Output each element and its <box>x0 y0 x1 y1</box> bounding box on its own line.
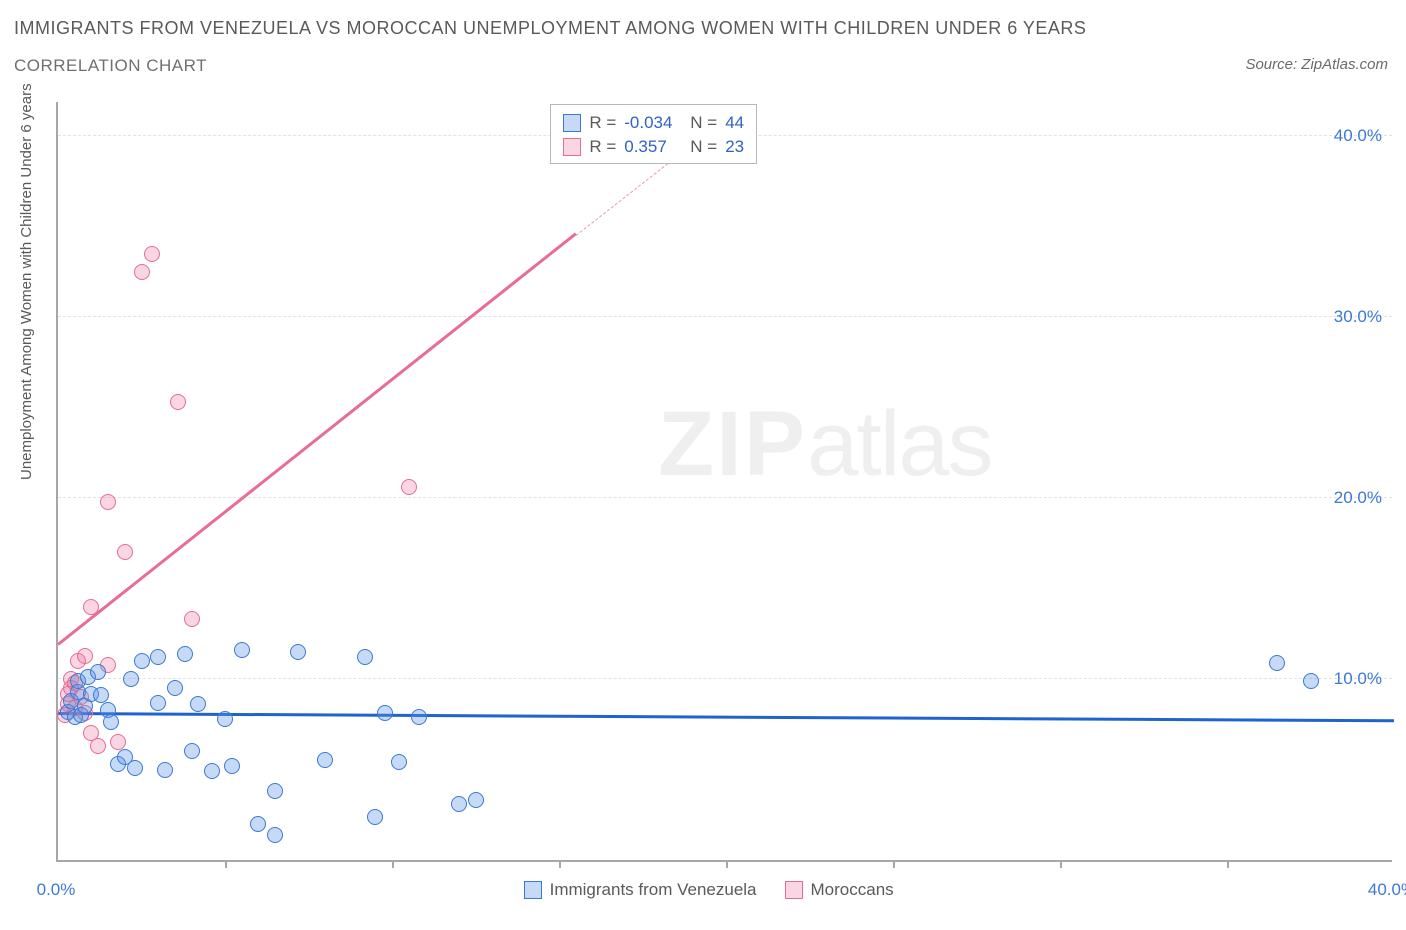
data-point <box>1303 673 1319 689</box>
data-point <box>90 664 106 680</box>
data-point <box>224 758 240 774</box>
trend-line <box>57 233 577 646</box>
data-point <box>123 671 139 687</box>
y-tick-label: 40.0% <box>1334 126 1382 146</box>
legend-row: R = 0.357 N = 23 <box>563 135 744 159</box>
data-point <box>77 648 93 664</box>
x-tick <box>1227 860 1229 868</box>
legend-label: Immigrants from Venezuela <box>550 880 757 900</box>
data-point <box>250 816 266 832</box>
data-point <box>134 264 150 280</box>
r-label: R = <box>589 111 616 135</box>
n-value: 44 <box>725 111 744 135</box>
series-legend: Immigrants from Venezuela Moroccans <box>524 880 894 900</box>
chart-subtitle: CORRELATION CHART <box>14 56 207 76</box>
data-point <box>157 762 173 778</box>
data-point <box>204 763 220 779</box>
data-point <box>367 809 383 825</box>
r-value: 0.357 <box>624 135 682 159</box>
x-tick <box>893 860 895 868</box>
data-point <box>468 792 484 808</box>
legend-row: R = -0.034 N = 44 <box>563 111 744 135</box>
source-attribution: Source: ZipAtlas.com <box>1245 56 1388 73</box>
legend-swatch <box>785 881 803 899</box>
x-tick-label-max: 40.0% <box>1368 880 1406 900</box>
x-tick <box>392 860 394 868</box>
r-value: -0.034 <box>624 111 682 135</box>
n-label: N = <box>690 135 717 159</box>
trend-line <box>58 712 1394 722</box>
data-point <box>290 644 306 660</box>
data-point <box>127 760 143 776</box>
legend-item: Immigrants from Venezuela <box>524 880 757 900</box>
y-axis-label: Unemployment Among Women with Children U… <box>18 83 35 480</box>
n-label: N = <box>690 111 717 135</box>
data-point <box>103 714 119 730</box>
data-point <box>317 752 333 768</box>
r-label: R = <box>589 135 616 159</box>
data-point <box>177 646 193 662</box>
legend-swatch <box>524 881 542 899</box>
data-point <box>234 642 250 658</box>
scatter-plot-area: ZIPatlas 10.0% 20.0% 30.0% 40.0% <box>56 102 1392 862</box>
data-point <box>167 680 183 696</box>
chart-title: IMMIGRANTS FROM VENEZUELA VS MOROCCAN UN… <box>14 18 1086 39</box>
x-tick <box>225 860 227 868</box>
data-point <box>117 544 133 560</box>
data-point <box>144 246 160 262</box>
data-point <box>83 599 99 615</box>
gridline <box>58 316 1392 317</box>
data-point <box>391 754 407 770</box>
watermark: ZIPatlas <box>658 392 991 497</box>
data-point <box>100 494 116 510</box>
data-point <box>150 649 166 665</box>
data-point <box>150 695 166 711</box>
y-tick-label: 20.0% <box>1334 488 1382 508</box>
x-tick <box>1060 860 1062 868</box>
data-point <box>184 743 200 759</box>
x-tick <box>726 860 728 868</box>
data-point <box>134 653 150 669</box>
y-tick-label: 30.0% <box>1334 307 1382 327</box>
legend-item: Moroccans <box>785 880 894 900</box>
data-point <box>267 783 283 799</box>
data-point <box>1269 655 1285 671</box>
legend-label: Moroccans <box>811 880 894 900</box>
data-point <box>401 479 417 495</box>
watermark-light: atlas <box>807 393 991 495</box>
gridline <box>58 678 1392 679</box>
data-point <box>184 611 200 627</box>
data-point <box>377 705 393 721</box>
data-point <box>357 649 373 665</box>
correlation-legend: R = -0.034 N = 44 R = 0.357 N = 23 <box>550 104 757 164</box>
gridline <box>58 497 1392 498</box>
n-value: 23 <box>725 135 744 159</box>
legend-swatch <box>563 138 581 156</box>
y-tick-label: 10.0% <box>1334 669 1382 689</box>
data-point <box>217 711 233 727</box>
data-point <box>90 738 106 754</box>
data-point <box>451 796 467 812</box>
data-point <box>190 696 206 712</box>
data-point <box>267 827 283 843</box>
x-tick-label-min: 0.0% <box>37 880 76 900</box>
x-tick <box>559 860 561 868</box>
legend-swatch <box>563 114 581 132</box>
data-point <box>170 394 186 410</box>
data-point <box>411 709 427 725</box>
watermark-bold: ZIP <box>658 393 807 495</box>
